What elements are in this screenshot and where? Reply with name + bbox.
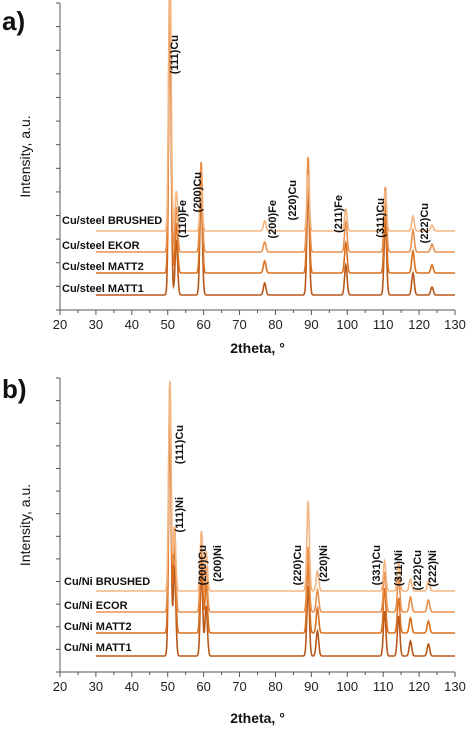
x-tick-label: 40 [125,679,139,694]
series-line [95,9,455,296]
peak-annotation: (311)Cu [375,198,387,238]
series-line [95,415,455,657]
series-line [95,381,455,613]
x-tick-label: 120 [408,317,430,332]
x-tick-label: 90 [304,317,318,332]
chart-panel-2: 20 30 40 50 60 70 80 90 100 110 120 130 Cu/Ni MATT1 C… [2,374,466,726]
x-tick-label: 100 [336,679,358,694]
y-axis-title: Intensity, a.u. [17,484,33,566]
x-tick-label: 90 [304,679,318,694]
series-label: Cu/steel EKOR [62,240,140,252]
x-tick-label: 40 [125,317,139,332]
series-label: Cu/steel MATT1 [62,283,144,295]
peak-annotation: (311)Ni [393,550,405,586]
x-tick-label: 110 [373,679,394,694]
peak-annotation: (111)Cu [174,425,186,464]
x-tick-label: 130 [444,317,466,332]
peak-annotation: (220)Cu [287,180,299,220]
series-line [95,0,455,274]
peak-annotation: (200)Cu [192,172,204,212]
series-label: Cu/Ni BRUSHED [64,576,150,588]
peak-annotation: (211)Fe [333,195,345,233]
x-tick-label: 80 [268,317,282,332]
peak-annotation: (200)Cu [197,545,209,585]
peak-annotation: (222)Cu [419,203,431,243]
series-line [95,397,455,634]
series-label: Cu/steel BRUSHED [62,215,162,227]
x-tick-label: 50 [160,317,174,332]
x-tick-label: 60 [196,317,210,332]
x-tick-label: 130 [444,679,466,694]
chart-panel-1: 20 30 40 50 60 70 80 90 100 110 120 130 Cu/steel MAT… [2,0,466,356]
series-line [95,0,455,232]
x-tick-label: 70 [232,317,246,332]
series-label: Cu/Ni MATT2 [64,621,132,633]
peak-annotation: (222)Cu [412,550,424,590]
peak-annotation: (200)Fe [267,200,279,239]
x-tick-label: 20 [53,317,67,332]
peak-annotation: (111)Cu [169,35,181,74]
series-label: Cu/steel MATT2 [62,261,144,273]
x-axis-title: 2theta, ° [230,710,285,726]
x-tick-label: 60 [196,679,210,694]
peak-annotation: (111)Ni [174,497,186,532]
x-tick-label: 120 [408,679,430,694]
peak-annotation: (200)Ni [212,545,224,582]
peak-annotation: (220)Ni [318,545,330,582]
x-tick-label: 80 [268,679,282,694]
x-tick-label: 100 [336,317,358,332]
peak-annotation: (220)Cu [292,545,304,585]
series-label: Cu/Ni MATT1 [64,642,132,654]
x-tick-label: 20 [53,679,67,694]
x-tick-label: 50 [160,679,174,694]
y-axis-title: Intensity, a.u. [17,115,33,197]
peak-annotation: (222)Ni [427,550,439,587]
panel-label: a) [2,6,25,36]
series-line [95,0,455,253]
x-tick-label: 70 [232,679,246,694]
panel-label: b) [2,374,27,404]
peak-annotation: (110)Fe [177,200,189,238]
series-line [95,380,455,592]
x-axis-title: 2theta, ° [230,340,285,356]
x-tick-label: 30 [89,317,103,332]
x-tick-label: 110 [373,317,394,332]
series-label: Cu/Ni ECOR [64,600,128,612]
x-tick-label: 30 [89,679,103,694]
peak-annotation: (331)Cu [371,545,383,585]
